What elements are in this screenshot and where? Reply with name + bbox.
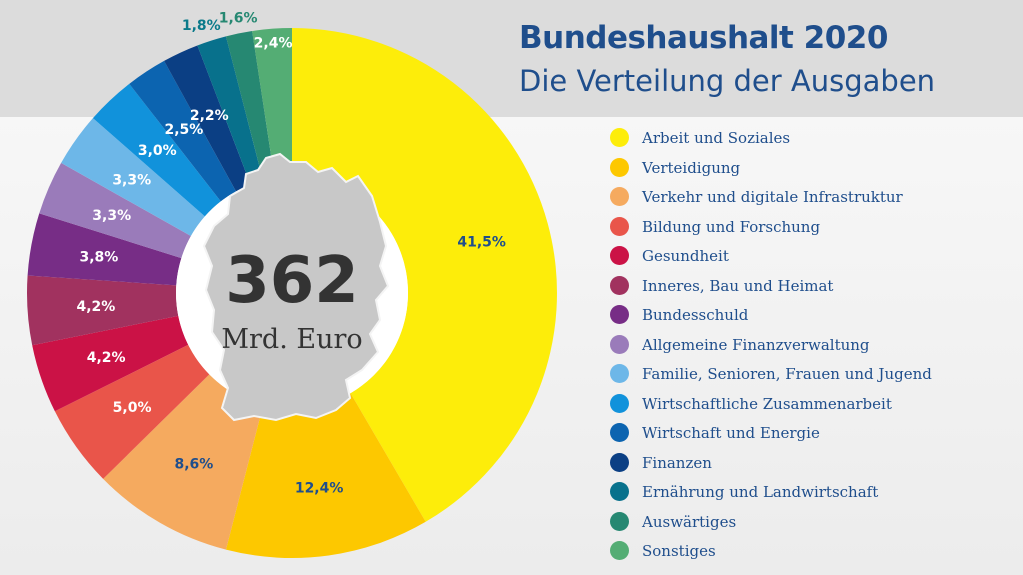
slice-labels: 41,5% 12,4% 8,6% 5,0% 4,2% 4,2% 3,8% 3,3% 3,3% 3,…: [77, 11, 506, 497]
slice-8: [61, 118, 205, 237]
slice-label-5: 4,2%: [77, 299, 116, 315]
slice-label-0: 41,5%: [457, 235, 506, 251]
legend-label: Auswärtiges: [642, 512, 737, 531]
slice-13: [225, 31, 275, 181]
legend-item-5: Inneres, Bau und Heimat: [610, 272, 932, 302]
legend-label: Bundesschuld: [642, 306, 749, 324]
center-total-value: 362: [225, 244, 359, 318]
legend-swatch: [610, 128, 629, 147]
legend-swatch: [610, 157, 629, 177]
chart-title: Bundeshaushalt 2020: [519, 20, 888, 56]
slice-label-4: 4,2%: [87, 350, 126, 366]
germany-map-silhouette: [202, 152, 390, 422]
legend-item-8: Familie, Senioren, Frauen und Jugend: [610, 360, 932, 390]
legend-swatch: [610, 275, 629, 295]
slice-label-8: 3,3%: [112, 172, 151, 188]
chart-subtitle: Die Verteilung der Ausgaben: [519, 64, 936, 98]
legend-item-0: Arbeit und Soziales: [610, 124, 932, 154]
legend-label: Wirtschaftliche Zusammenarbeit: [642, 394, 892, 413]
legend-label: Sonstiges: [642, 542, 716, 560]
slice-2: [103, 374, 264, 550]
slice-0: [292, 28, 557, 522]
legend-swatch: [610, 216, 629, 236]
legend-label: Verteidigung: [642, 158, 741, 177]
legend-label: Wirtschaft und Energie: [642, 424, 820, 442]
legend-item-9: Wirtschaftliche Zusammenarbeit: [610, 390, 932, 420]
legend-item-14: Sonstiges: [610, 537, 932, 567]
slice-4: [32, 315, 189, 412]
slice-label-6: 3,8%: [79, 250, 118, 266]
slice-label-10: 2,5%: [165, 122, 204, 138]
slice-7: [39, 162, 191, 259]
legend-label: Gesundheit: [642, 247, 729, 265]
slice-6: [27, 213, 182, 286]
legend-swatch: [610, 305, 629, 324]
slice-label-12: 1,8%: [182, 18, 221, 34]
legend-label: Finanzen: [642, 453, 712, 472]
slice-label-7: 3,3%: [92, 208, 131, 224]
legend-swatch: [610, 482, 629, 501]
legend-swatch: [610, 541, 629, 560]
slice-label-14: 2,4%: [254, 36, 293, 52]
legend-label: Allgemeine Finanzverwaltung: [642, 335, 870, 354]
legend-item-10: Wirtschaft und Energie: [610, 419, 932, 449]
slice-3: [54, 344, 210, 479]
legend-label: Arbeit und Soziales: [642, 129, 791, 147]
legend-swatch: [610, 511, 629, 531]
legend-item-13: Auswärtiges: [610, 508, 932, 538]
legend-item-11: Finanzen: [610, 449, 932, 479]
legend-swatch: [610, 187, 629, 206]
legend-item-3: Bildung und Forschung: [610, 213, 932, 243]
legend-swatch: [610, 246, 629, 265]
legend-item-12: Ernährung und Landwirtschaft: [610, 478, 932, 508]
legend-item-1: Verteidigung: [610, 154, 932, 184]
slice-label-2: 8,6%: [175, 456, 214, 472]
slice-11: [164, 45, 251, 192]
center-total-unit: Mrd. Euro: [221, 324, 362, 355]
legend-swatch: [610, 334, 629, 354]
legend-label: Ernährung und Landwirtschaft: [642, 483, 879, 501]
slice-label-1: 12,4%: [295, 481, 344, 497]
legend-item-4: Gesundheit: [610, 242, 932, 272]
slice-label-11: 2,2%: [190, 108, 229, 124]
slice-1: [225, 393, 426, 558]
slice-10: [129, 60, 237, 202]
legend-label: Bildung und Forschung: [642, 217, 821, 236]
slice-9: [92, 83, 221, 217]
slice-label-9: 3,0%: [138, 143, 177, 159]
slice-14: [252, 28, 292, 179]
slice-label-13: 1,6%: [219, 11, 258, 27]
legend-item-2: Verkehr und digitale Infrastruktur: [610, 183, 932, 213]
legend-label: Verkehr und digitale Infrastruktur: [642, 188, 903, 206]
slice-label-3: 5,0%: [113, 400, 152, 416]
legend-swatch: [610, 423, 629, 442]
slice-12: [197, 36, 264, 185]
legend-item-6: Bundesschuld: [610, 301, 932, 331]
legend-swatch: [610, 364, 629, 383]
legend-label: Familie, Senioren, Frauen und Jugend: [642, 365, 932, 383]
slice-5: [26, 275, 179, 346]
legend-label: Inneres, Bau und Heimat: [642, 276, 834, 295]
legend-item-7: Allgemeine Finanzverwaltung: [610, 331, 932, 361]
legend: Arbeit und Soziales Verteidigung Verkehr u…: [610, 124, 932, 567]
legend-swatch: [610, 393, 629, 413]
legend-swatch: [610, 452, 629, 472]
